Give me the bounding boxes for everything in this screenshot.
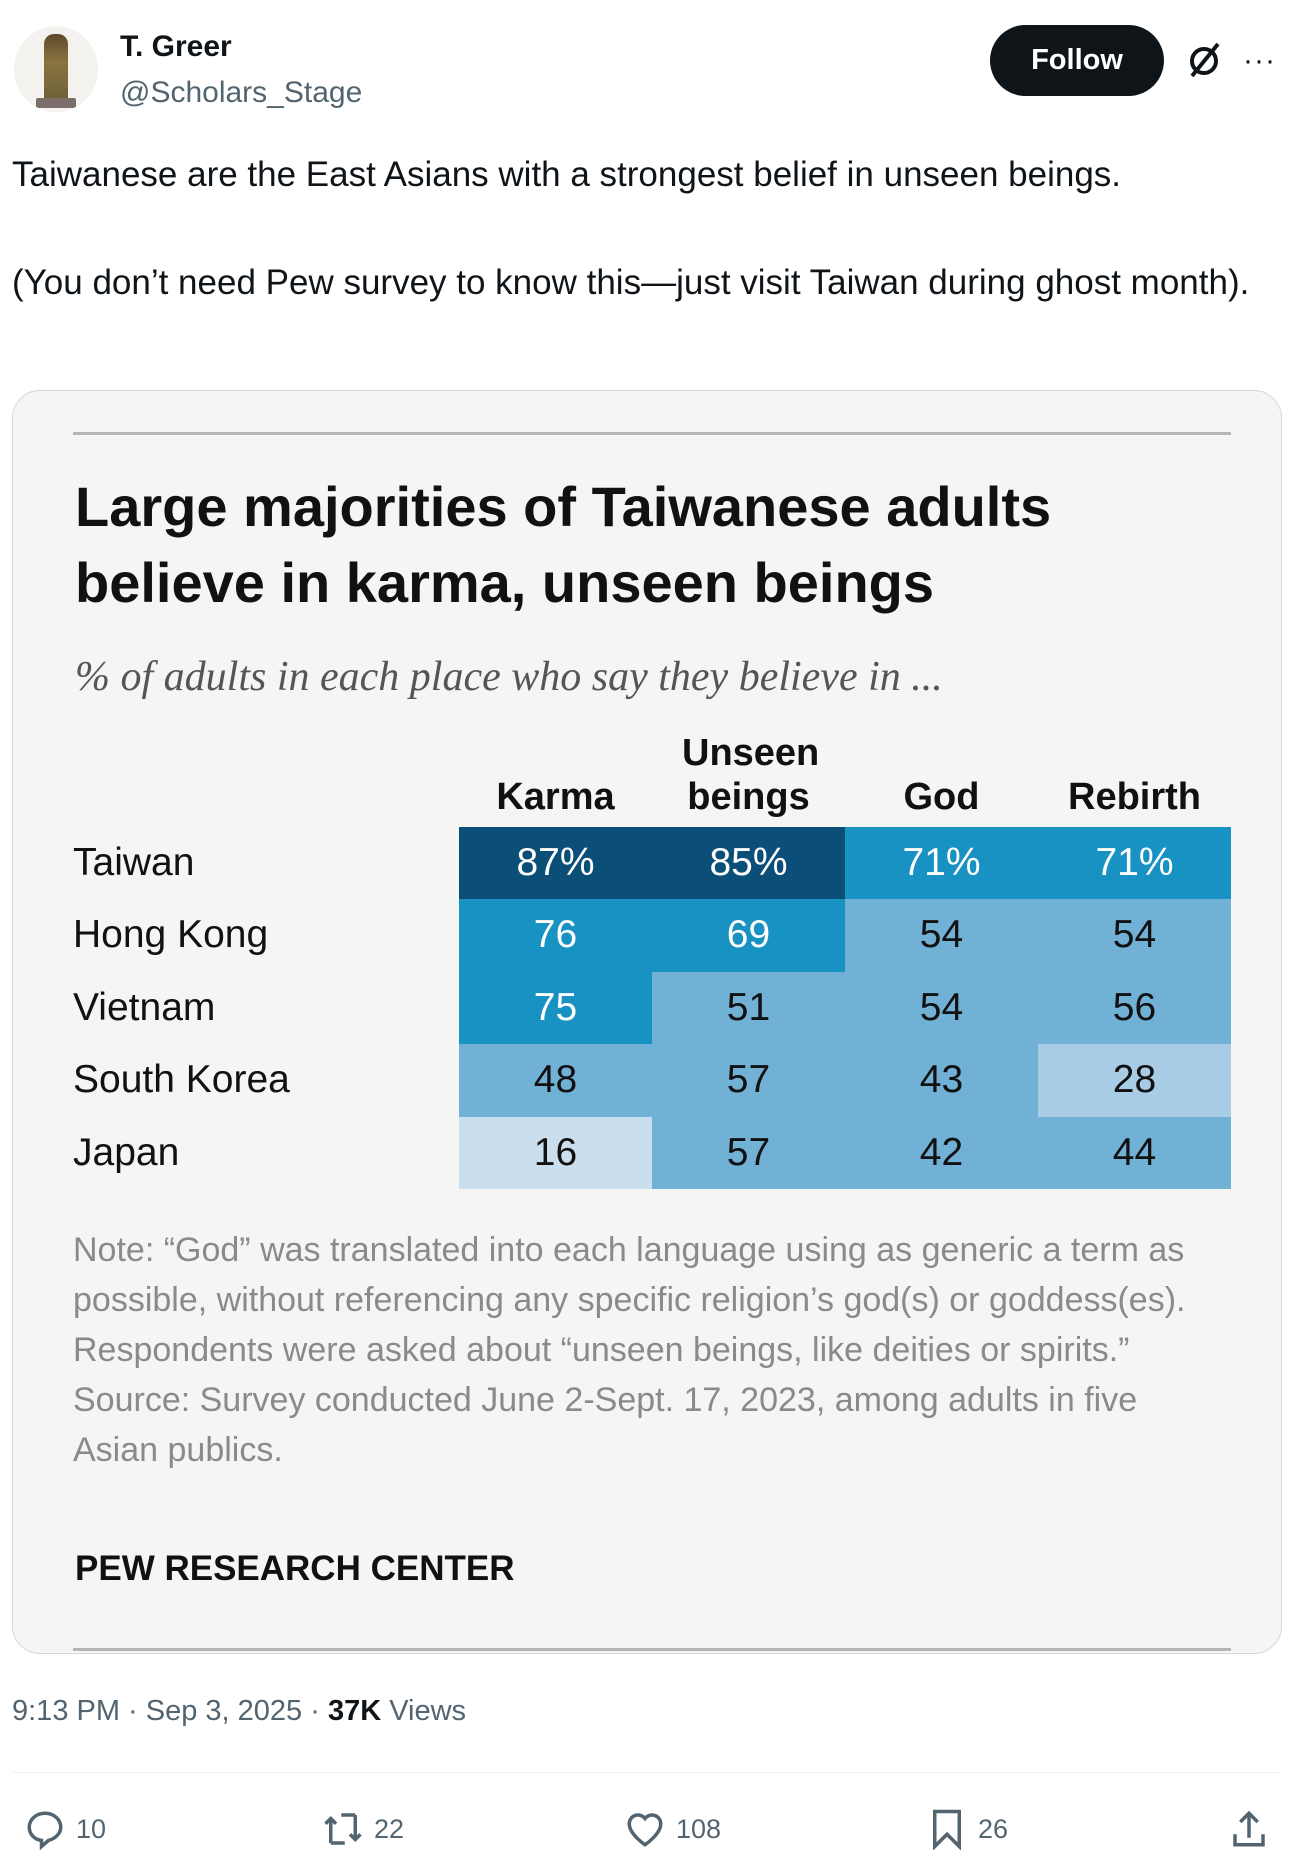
table-cell: 43 [845, 1044, 1038, 1117]
table-cell: 71% [845, 827, 1038, 900]
bookmark-button[interactable]: 26 [926, 1808, 1008, 1850]
tweet-meta: 9:13 PM · Sep 3, 2025 · 37K Views [12, 1695, 466, 1728]
chart-image[interactable]: Large majorities of Taiwanese adults bel… [12, 390, 1282, 1654]
share-button[interactable] [1228, 1808, 1270, 1850]
views-count: 37K [327, 1695, 382, 1727]
avatar[interactable] [14, 26, 98, 112]
column-header: Karma [496, 776, 615, 818]
table-cell: 75 [459, 971, 652, 1045]
top-rule [73, 432, 1231, 435]
table-cell: 56 [1038, 971, 1231, 1045]
author-name[interactable]: T. Greer [120, 30, 232, 63]
row-label: Hong Kong [73, 913, 269, 957]
heart-icon [627, 1813, 663, 1847]
column-header: Rebirth [1068, 776, 1201, 818]
table-cell: 69 [652, 899, 845, 972]
table-cell: 54 [1038, 899, 1231, 972]
table-cell: 54 [845, 899, 1038, 972]
table-cell: 87% [459, 827, 652, 900]
table-cell: 85% [652, 827, 845, 900]
bookmark-count: 26 [978, 1813, 1009, 1844]
table-cell: 57 [652, 1044, 845, 1117]
like-count: 108 [676, 1813, 722, 1844]
table-cell: 16 [459, 1116, 652, 1189]
repost-count: 22 [374, 1813, 405, 1844]
share-icon [1233, 1810, 1265, 1847]
grok-icon[interactable] [1184, 40, 1224, 80]
tweet-text-line: (You don’t need Pew survey to know this—… [12, 263, 1250, 302]
more-options-icon[interactable]: ··· [1243, 44, 1276, 77]
row-label: Taiwan [73, 841, 195, 884]
table-cell: 57 [652, 1116, 845, 1189]
repost-icon [324, 1813, 362, 1845]
row-label: South Korea [73, 1058, 290, 1102]
divider [12, 1772, 1282, 1773]
chart-title: Large majorities of Taiwanese adults bel… [75, 475, 1052, 614]
chart-note: Note: “God” was translated into each lan… [73, 1225, 1223, 1475]
table-cell: 48 [459, 1044, 652, 1117]
row-label: Japan [73, 1130, 180, 1174]
timestamp[interactable]: 9:13 PM · Sep 3, 2025 · [12, 1695, 328, 1727]
table-cell: 76 [459, 899, 652, 972]
tweet-text-line: Taiwanese are the East Asians with a str… [12, 155, 1122, 194]
chart-subtitle: % of adults in each place who say they b… [75, 654, 943, 700]
reply-button[interactable]: 10 [24, 1808, 106, 1850]
column-header: God [903, 776, 980, 818]
note-text: Note: “God” was translated into each lan… [73, 1231, 1186, 1369]
views-label: Views [381, 1695, 467, 1727]
bottom-rule [73, 1648, 1231, 1651]
column-header: Unseen beings [682, 732, 820, 818]
table-cell: 71% [1038, 827, 1231, 900]
repost-button[interactable]: 22 [322, 1808, 404, 1850]
follow-button[interactable]: Follow [990, 25, 1164, 96]
pew-logo: PEW RESEARCH CENTER [75, 1549, 515, 1588]
bookmark-icon [933, 1809, 961, 1850]
author-handle[interactable]: @Scholars_Stage [120, 76, 363, 109]
table-cell: 28 [1038, 1044, 1231, 1117]
like-button[interactable]: 108 [624, 1808, 721, 1850]
reply-icon [27, 1811, 63, 1850]
table-cell: 44 [1038, 1116, 1231, 1189]
table-cell: 54 [845, 971, 1038, 1045]
row-label: Vietnam [73, 985, 216, 1029]
table-cell: 42 [845, 1116, 1038, 1189]
reply-count: 10 [76, 1813, 107, 1844]
source-text: Source: Survey conducted June 2-Sept. 17… [73, 1381, 1138, 1469]
table-cell: 51 [652, 971, 845, 1045]
